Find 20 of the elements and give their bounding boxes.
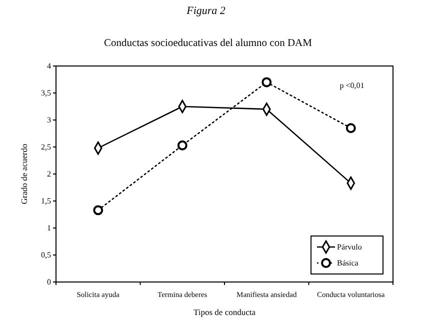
- y-tick-label: 0: [47, 278, 51, 287]
- point: [93, 205, 104, 216]
- y-axis-title: Grado de acuerdo: [19, 144, 29, 204]
- y-tick-label: 2: [47, 170, 51, 179]
- legend-label: Párvulo: [337, 242, 362, 252]
- y-tick-label: 3: [47, 116, 51, 125]
- point: [177, 140, 188, 150]
- chart-title: Conductas socioeducativas del alumno con DAM: [104, 38, 313, 49]
- y-tick-label: 2,5: [41, 142, 51, 152]
- x-axis-title: Tipos de conducta: [193, 307, 256, 317]
- y-tick-label: 1: [47, 224, 51, 233]
- y-tick-label: 4: [47, 62, 51, 71]
- legend-label: Básica: [337, 258, 359, 268]
- point: [346, 123, 356, 134]
- y-tick-label: 1,5: [41, 196, 51, 206]
- y-tick-label: 0,5: [41, 250, 51, 260]
- text: Figura 2: [186, 5, 226, 17]
- y-tick-label: 3,5: [41, 88, 51, 98]
- point: [262, 77, 272, 88]
- annotation: p <0,01: [340, 81, 364, 90]
